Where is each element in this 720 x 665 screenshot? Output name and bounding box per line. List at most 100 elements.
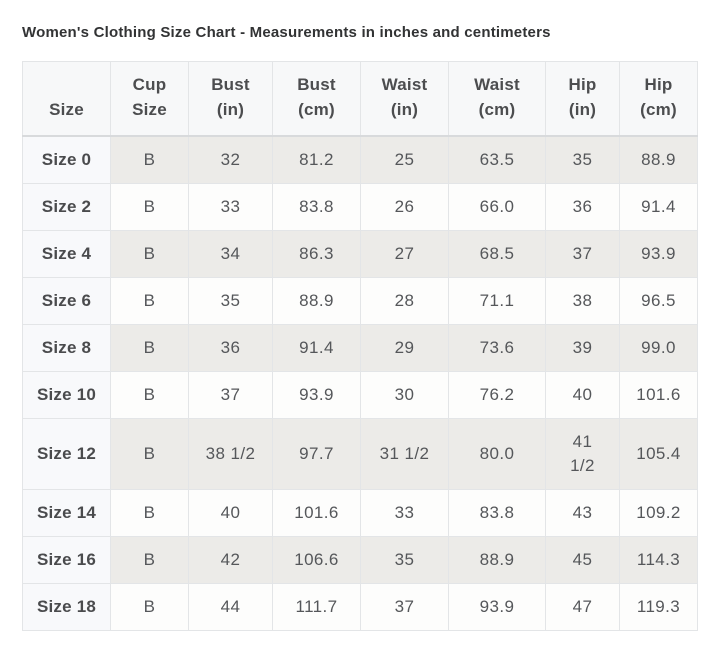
cell-size-label: Size 6 (22, 277, 111, 325)
page-title: Women's Clothing Size Chart - Measuremen… (22, 24, 551, 41)
col-header-bust-cm: Bust (cm) (272, 61, 361, 137)
cell-waist-cm: 88.9 (448, 536, 546, 584)
table-row: Size 18 B 44 111.7 37 93.9 47 119.3 (22, 583, 698, 631)
cell-hip-cm: 114.3 (619, 536, 698, 584)
cell-waist-in: 29 (360, 324, 449, 372)
cell-size-label: Size 12 (22, 418, 111, 490)
col-header-bust-in: Bust (in) (188, 61, 273, 137)
cell-bust-cm: 88.9 (272, 277, 361, 325)
cell-waist-cm: 66.0 (448, 183, 546, 231)
table-row: Size 10 B 37 93.9 30 76.2 40 101.6 (22, 371, 698, 419)
cell-waist-cm: 76.2 (448, 371, 546, 419)
table-row: Size 14 B 40 101.6 33 83.8 43 109.2 (22, 489, 698, 537)
cell-hip-in: 40 (545, 371, 620, 419)
cell-bust-cm: 101.6 (272, 489, 361, 537)
cell-size-label: Size 4 (22, 230, 111, 278)
cell-hip-cm: 101.6 (619, 371, 698, 419)
cell-size-label: Size 18 (22, 583, 111, 631)
cell-hip-cm: 99.0 (619, 324, 698, 372)
cell-bust-cm: 91.4 (272, 324, 361, 372)
cell-waist-in: 25 (360, 135, 449, 184)
col-header-hip-cm: Hip (cm) (619, 61, 698, 137)
table-row: Size 6 B 35 88.9 28 71.1 38 96.5 (22, 277, 698, 325)
cell-cup-size: B (110, 371, 189, 419)
cell-cup-size: B (110, 489, 189, 537)
cell-bust-cm: 97.7 (272, 418, 361, 490)
cell-cup-size: B (110, 418, 189, 490)
cell-bust-cm: 111.7 (272, 583, 361, 631)
col-header-hip-in: Hip (in) (545, 61, 620, 137)
cell-cup-size: B (110, 324, 189, 372)
cell-bust-in: 34 (188, 230, 273, 278)
cell-hip-cm: 105.4 (619, 418, 698, 490)
page: Women's Clothing Size Chart - Measuremen… (22, 24, 698, 631)
cell-cup-size: B (110, 230, 189, 278)
cell-hip-cm: 91.4 (619, 183, 698, 231)
col-header-waist-in: Waist (in) (360, 61, 449, 137)
cell-hip-cm: 119.3 (619, 583, 698, 631)
table-row: Size 2 B 33 83.8 26 66.0 36 91.4 (22, 183, 698, 231)
cell-hip-in: 36 (545, 183, 620, 231)
cell-hip-cm: 96.5 (619, 277, 698, 325)
cell-bust-in: 36 (188, 324, 273, 372)
cell-waist-cm: 73.6 (448, 324, 546, 372)
cell-bust-in: 42 (188, 536, 273, 584)
col-header-size: Size (22, 61, 111, 137)
cell-waist-cm: 68.5 (448, 230, 546, 278)
cell-cup-size: B (110, 583, 189, 631)
cell-bust-cm: 86.3 (272, 230, 361, 278)
cell-waist-in: 33 (360, 489, 449, 537)
cell-hip-in: 39 (545, 324, 620, 372)
cell-size-label: Size 16 (22, 536, 111, 584)
cell-waist-in: 37 (360, 583, 449, 631)
col-header-cup-size: Cup Size (110, 61, 189, 137)
cell-hip-in: 45 (545, 536, 620, 584)
col-header-waist-cm: Waist (cm) (448, 61, 546, 137)
cell-waist-cm: 93.9 (448, 583, 546, 631)
table-row: Size 4 B 34 86.3 27 68.5 37 93.9 (22, 230, 698, 278)
cell-hip-cm: 93.9 (619, 230, 698, 278)
cell-bust-cm: 93.9 (272, 371, 361, 419)
cell-hip-in: 37 (545, 230, 620, 278)
cell-cup-size: B (110, 135, 189, 184)
table-header-row: Size Cup Size Bust (in) Bust (cm) Waist … (22, 61, 698, 137)
cell-waist-in: 26 (360, 183, 449, 231)
cell-bust-in: 38 1/2 (188, 418, 273, 490)
cell-bust-cm: 83.8 (272, 183, 361, 231)
table-row: Size 8 B 36 91.4 29 73.6 39 99.0 (22, 324, 698, 372)
cell-bust-in: 44 (188, 583, 273, 631)
cell-hip-cm: 109.2 (619, 489, 698, 537)
cell-cup-size: B (110, 183, 189, 231)
size-chart-table: Size Cup Size Bust (in) Bust (cm) Waist … (22, 61, 698, 631)
cell-bust-in: 35 (188, 277, 273, 325)
cell-waist-in: 31 1/2 (360, 418, 449, 490)
cell-bust-in: 33 (188, 183, 273, 231)
cell-hip-in: 38 (545, 277, 620, 325)
table-row: Size 12 B 38 1/2 97.7 31 1/2 80.0 41 1/2… (22, 418, 698, 490)
table-row: Size 16 B 42 106.6 35 88.9 45 114.3 (22, 536, 698, 584)
cell-bust-in: 32 (188, 135, 273, 184)
cell-hip-in: 41 1/2 (545, 418, 620, 490)
table-row: Size 0 B 32 81.2 25 63.5 35 88.9 (22, 135, 698, 184)
cell-waist-in: 35 (360, 536, 449, 584)
cell-waist-cm: 71.1 (448, 277, 546, 325)
cell-size-label: Size 2 (22, 183, 111, 231)
cell-waist-in: 28 (360, 277, 449, 325)
cell-waist-in: 27 (360, 230, 449, 278)
cell-waist-cm: 63.5 (448, 135, 546, 184)
cell-bust-in: 37 (188, 371, 273, 419)
cell-size-label: Size 8 (22, 324, 111, 372)
cell-size-label: Size 0 (22, 135, 111, 184)
cell-hip-cm: 88.9 (619, 135, 698, 184)
cell-waist-cm: 80.0 (448, 418, 546, 490)
cell-hip-in: 43 (545, 489, 620, 537)
cell-cup-size: B (110, 536, 189, 584)
cell-bust-in: 40 (188, 489, 273, 537)
cell-hip-in: 35 (545, 135, 620, 184)
cell-size-label: Size 14 (22, 489, 111, 537)
cell-bust-cm: 81.2 (272, 135, 361, 184)
cell-bust-cm: 106.6 (272, 536, 361, 584)
cell-waist-cm: 83.8 (448, 489, 546, 537)
cell-size-label: Size 10 (22, 371, 111, 419)
cell-cup-size: B (110, 277, 189, 325)
